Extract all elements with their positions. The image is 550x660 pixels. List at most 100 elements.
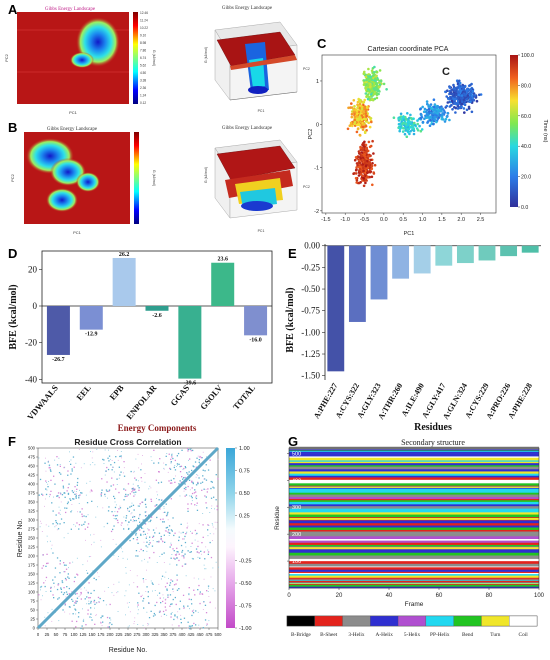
pca-point [363, 83, 366, 86]
pca-point [438, 113, 442, 116]
correlation-spot [85, 624, 87, 626]
panel-a-cbar-tick: 9.10 [140, 34, 146, 38]
correlation-spot [195, 495, 198, 497]
correlation-spot [92, 462, 94, 463]
correlation-spot [108, 490, 110, 492]
correlation-spot [138, 489, 140, 491]
correlation-spot [178, 608, 181, 610]
correlation-spot [75, 497, 77, 499]
correlation-spot [101, 478, 103, 480]
correlation-spot [182, 555, 184, 557]
correlation-spot [124, 595, 126, 597]
correlation-spot [116, 484, 118, 485]
correlation-spot [160, 602, 162, 604]
panel-a-surface-title: Gibbs Energy Landscape [222, 6, 273, 11]
correlation-spot [71, 598, 73, 601]
correlation-spot [169, 482, 172, 484]
pca-point [444, 90, 447, 94]
correlation-spot [130, 470, 132, 473]
correlation-spot [129, 493, 131, 495]
correlation-spot [197, 483, 199, 485]
correlation-spot [117, 459, 119, 461]
correlation-spot [183, 605, 185, 607]
pca-point [420, 128, 424, 131]
correlation-spot [52, 510, 54, 512]
pca-point [461, 85, 465, 89]
structure-stripe [289, 483, 539, 486]
panel-a-heatmap-title: Gibbs Energy Landscape [45, 7, 96, 12]
structure-stripe [289, 586, 539, 588]
correlation-spot [76, 481, 79, 484]
correlation-spot [76, 488, 78, 490]
correlation-spot [174, 596, 176, 599]
correlation-spot [69, 451, 70, 453]
correlation-spot [90, 556, 92, 557]
correlation-spot [63, 571, 65, 573]
correlation-spot [201, 542, 203, 544]
correlation-spot [58, 496, 60, 499]
correlation-spot [45, 565, 47, 567]
correlation-spot [190, 530, 191, 532]
correlation-spot [207, 525, 209, 526]
pca-point [466, 88, 469, 92]
pca-point [416, 119, 419, 122]
correlation-spot [135, 519, 137, 522]
correlation-spot [191, 492, 194, 495]
structure-stripe [289, 567, 539, 570]
correlation-spot [170, 529, 173, 531]
correlation-spot [44, 585, 46, 588]
correlation-spot [142, 519, 144, 521]
cbar-tick-label: 80.0 [521, 83, 531, 89]
structure-stripe [289, 552, 539, 556]
correlation-spot [174, 615, 176, 617]
panel-b-heatmap-colorbar [134, 132, 139, 224]
correlation-spot [58, 597, 60, 599]
correlation-spot [204, 558, 206, 560]
correlation-spot [165, 455, 167, 457]
correlation-spot [128, 625, 130, 627]
energy-bar [211, 262, 235, 306]
correlation-spot [60, 518, 63, 520]
legend-swatch [425, 615, 454, 627]
correlation-spot [76, 484, 78, 486]
correlation-spot [176, 616, 178, 618]
correlation-spot [138, 467, 140, 469]
pca-point [365, 114, 368, 118]
correlation-spot [74, 593, 77, 595]
correlation-spot [72, 600, 74, 602]
y-tick-label: 150 [28, 572, 36, 577]
structure-stripe [289, 505, 539, 509]
correlation-spot [90, 451, 91, 452]
correlation-spot [191, 480, 193, 482]
pca-point [362, 177, 365, 180]
correlation-spot [56, 495, 58, 497]
correlation-spot [117, 558, 119, 560]
correlation-spot [51, 608, 53, 610]
correlation-spot [118, 477, 120, 479]
correlation-spot [156, 601, 158, 604]
correlation-spot [202, 513, 204, 514]
pca-point [353, 158, 357, 162]
pca-point [419, 129, 423, 133]
correlation-spot [110, 530, 113, 533]
correlation-spot [119, 507, 122, 509]
structure-stripe [289, 461, 539, 464]
legend-swatch [397, 615, 427, 627]
panel-c-annotation: C [442, 66, 450, 78]
correlation-spot [96, 602, 97, 604]
correlation-spot [159, 518, 162, 521]
correlation-spot [48, 525, 50, 527]
correlation-spot [136, 586, 139, 588]
pca-point [418, 124, 421, 128]
correlation-spot [137, 555, 139, 557]
correlation-spot [40, 522, 42, 524]
correlation-spot [168, 532, 170, 534]
correlation-spot [209, 512, 211, 513]
y-tick-label: 125 [28, 581, 36, 586]
correlation-spot [207, 535, 209, 537]
correlation-spot [171, 580, 174, 582]
correlation-spot [127, 528, 130, 530]
correlation-spot [57, 495, 59, 497]
correlation-spot [207, 585, 210, 587]
correlation-spot [62, 609, 64, 611]
